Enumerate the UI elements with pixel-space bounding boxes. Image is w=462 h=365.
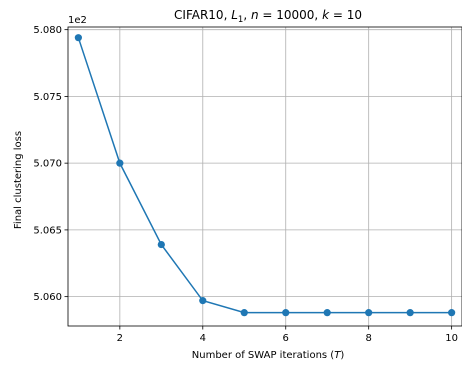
y-tick-label: 5.060	[33, 292, 62, 303]
data-point	[157, 240, 165, 249]
x-tick-label: 4	[200, 333, 206, 344]
ticks: 2 4 6 8 10 5.060 5.065 5.070 5.075 5.080	[33, 25, 458, 344]
y-tick-label: 5.080	[33, 25, 62, 36]
data-point	[199, 297, 207, 305]
x-tick-label: 2	[117, 333, 123, 344]
y-tick-label: 5.065	[33, 225, 62, 236]
data-point	[282, 309, 290, 317]
x-tick-label: 8	[365, 333, 371, 344]
series-line	[77, 37, 452, 314]
series-layer	[74, 34, 456, 317]
grid	[68, 27, 462, 326]
data-point	[448, 309, 456, 317]
chart-title: CIFAR10, L1, n = 10000, k = 10	[174, 8, 362, 25]
data-point	[74, 34, 82, 42]
plot-frame	[67, 26, 462, 327]
data-point	[406, 309, 414, 317]
y-tick-label: 5.070	[33, 159, 62, 170]
data-point	[323, 309, 331, 317]
data-point	[240, 309, 248, 317]
x-tick-label: 10	[445, 333, 458, 344]
y-axis-offset-label: 1e2	[68, 15, 87, 26]
y-axis-label: Final clustering loss	[13, 131, 24, 229]
x-axis-label: Number of SWAP iterations (T)	[192, 350, 345, 361]
y-tick-label: 5.075	[33, 92, 62, 103]
data-point	[116, 159, 124, 167]
data-point	[365, 309, 373, 317]
x-tick-label: 6	[283, 333, 289, 344]
